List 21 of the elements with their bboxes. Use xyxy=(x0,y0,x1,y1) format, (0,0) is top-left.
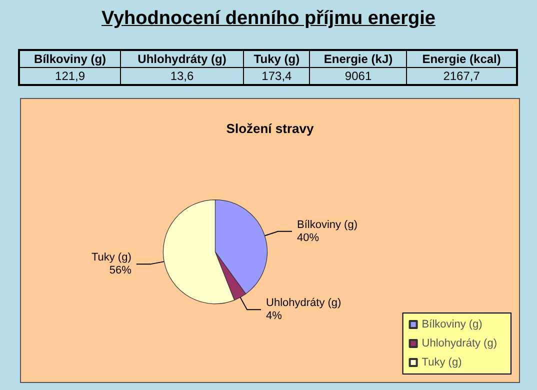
chart-subtitle: Složení stravy xyxy=(226,121,314,136)
data-label: 40% xyxy=(296,232,320,244)
text: Bílkoviny (g) xyxy=(19,50,121,68)
slice-label: Uhlohydráty (g) xyxy=(266,297,342,310)
data-label: 56% xyxy=(109,264,132,277)
text: Energie (kcal) xyxy=(406,50,517,68)
text: Uhlohydráty (g) xyxy=(120,50,244,68)
slice-label: Bílkoviny (g) xyxy=(296,218,358,231)
chart-title: Vyhodnocení denního příjmu energie xyxy=(100,8,436,30)
slice-label: Tuky (g) xyxy=(91,252,132,264)
legend-label: Bílkoviny (g) xyxy=(422,318,482,330)
text: 2167,7 xyxy=(406,68,517,85)
text: 121,9 xyxy=(19,68,121,85)
legend-label: Uhlohydráty (g) xyxy=(422,338,498,350)
data-label: 4% xyxy=(266,310,282,322)
text: Tuky (g) xyxy=(243,50,310,68)
text: 9061 xyxy=(310,68,407,85)
text: Energie (kJ) xyxy=(310,50,407,68)
text: 13,6 xyxy=(120,68,244,85)
legend-label: Tuky (g) xyxy=(422,356,462,368)
text: 173,4 xyxy=(243,68,310,85)
